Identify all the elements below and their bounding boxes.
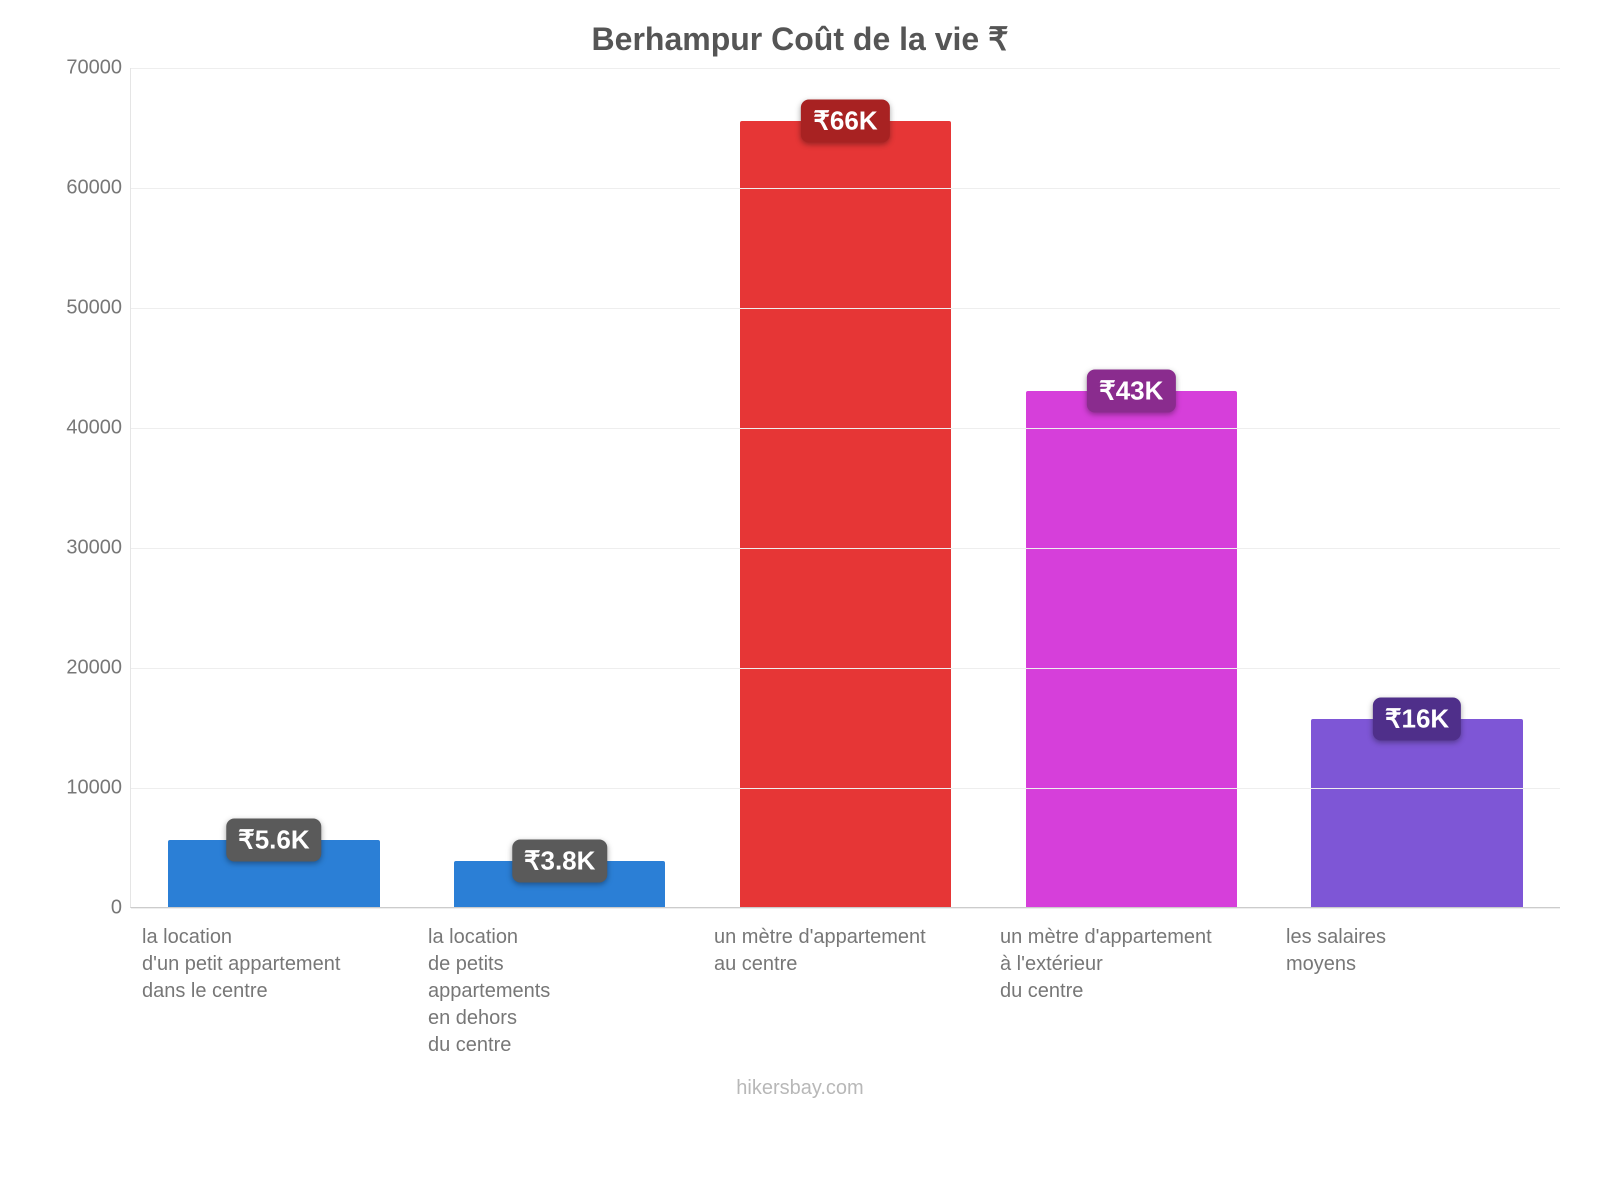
y-tick-label: 70000: [66, 57, 122, 80]
bar-slot: ₹5.6K: [131, 68, 417, 907]
bars-container: ₹5.6K ₹3.8K ₹66K ₹43K ₹16K: [131, 68, 1560, 907]
plot: 010000200003000040000500006000070000 ₹5.…: [40, 68, 1560, 908]
bar-slot: ₹16K: [1274, 68, 1560, 907]
x-axis-label: les salairesmoyens: [1274, 912, 1560, 1059]
y-tick-label: 30000: [66, 537, 122, 560]
bar-slot: ₹3.8K: [417, 68, 703, 907]
x-axis-labels: la locationd'un petit appartementdans le…: [130, 912, 1560, 1059]
x-axis-label: la locationde petitsappartementsen dehor…: [416, 912, 702, 1059]
gridline: [131, 788, 1560, 789]
gridline: [131, 188, 1560, 189]
y-tick-label: 0: [111, 897, 122, 920]
bar: [740, 121, 951, 907]
y-tick-label: 10000: [66, 777, 122, 800]
bar-value-label: ₹66K: [801, 100, 889, 143]
source-attribution: hikersbay.com: [40, 1077, 1560, 1100]
y-axis: 010000200003000040000500006000070000: [40, 68, 130, 908]
x-axis-label: la locationd'un petit appartementdans le…: [130, 912, 416, 1059]
bar-value-label: ₹3.8K: [512, 840, 607, 883]
gridline: [131, 908, 1560, 909]
plot-area: ₹5.6K ₹3.8K ₹66K ₹43K ₹16K: [130, 68, 1560, 908]
gridline: [131, 668, 1560, 669]
gridline: [131, 548, 1560, 549]
y-tick-label: 60000: [66, 177, 122, 200]
bar-slot: ₹43K: [988, 68, 1274, 907]
gridline: [131, 428, 1560, 429]
bar-value-label: ₹43K: [1087, 370, 1175, 413]
bar: [1311, 719, 1522, 907]
gridline: [131, 68, 1560, 69]
x-axis-label: un mètre d'appartementà l'extérieurdu ce…: [988, 912, 1274, 1059]
x-axis-label: un mètre d'appartementau centre: [702, 912, 988, 1059]
y-tick-label: 50000: [66, 297, 122, 320]
chart-title: Berhampur Coût de la vie ₹: [40, 20, 1560, 58]
bar-value-label: ₹16K: [1373, 697, 1461, 740]
gridline: [131, 308, 1560, 309]
bar-slot: ₹66K: [703, 68, 989, 907]
y-tick-label: 40000: [66, 417, 122, 440]
bar: [1026, 391, 1237, 907]
y-tick-label: 20000: [66, 657, 122, 680]
bar-value-label: ₹5.6K: [226, 818, 321, 861]
cost-of-living-chart: Berhampur Coût de la vie ₹ 0 10000 20000 30…: [40, 20, 1560, 1120]
